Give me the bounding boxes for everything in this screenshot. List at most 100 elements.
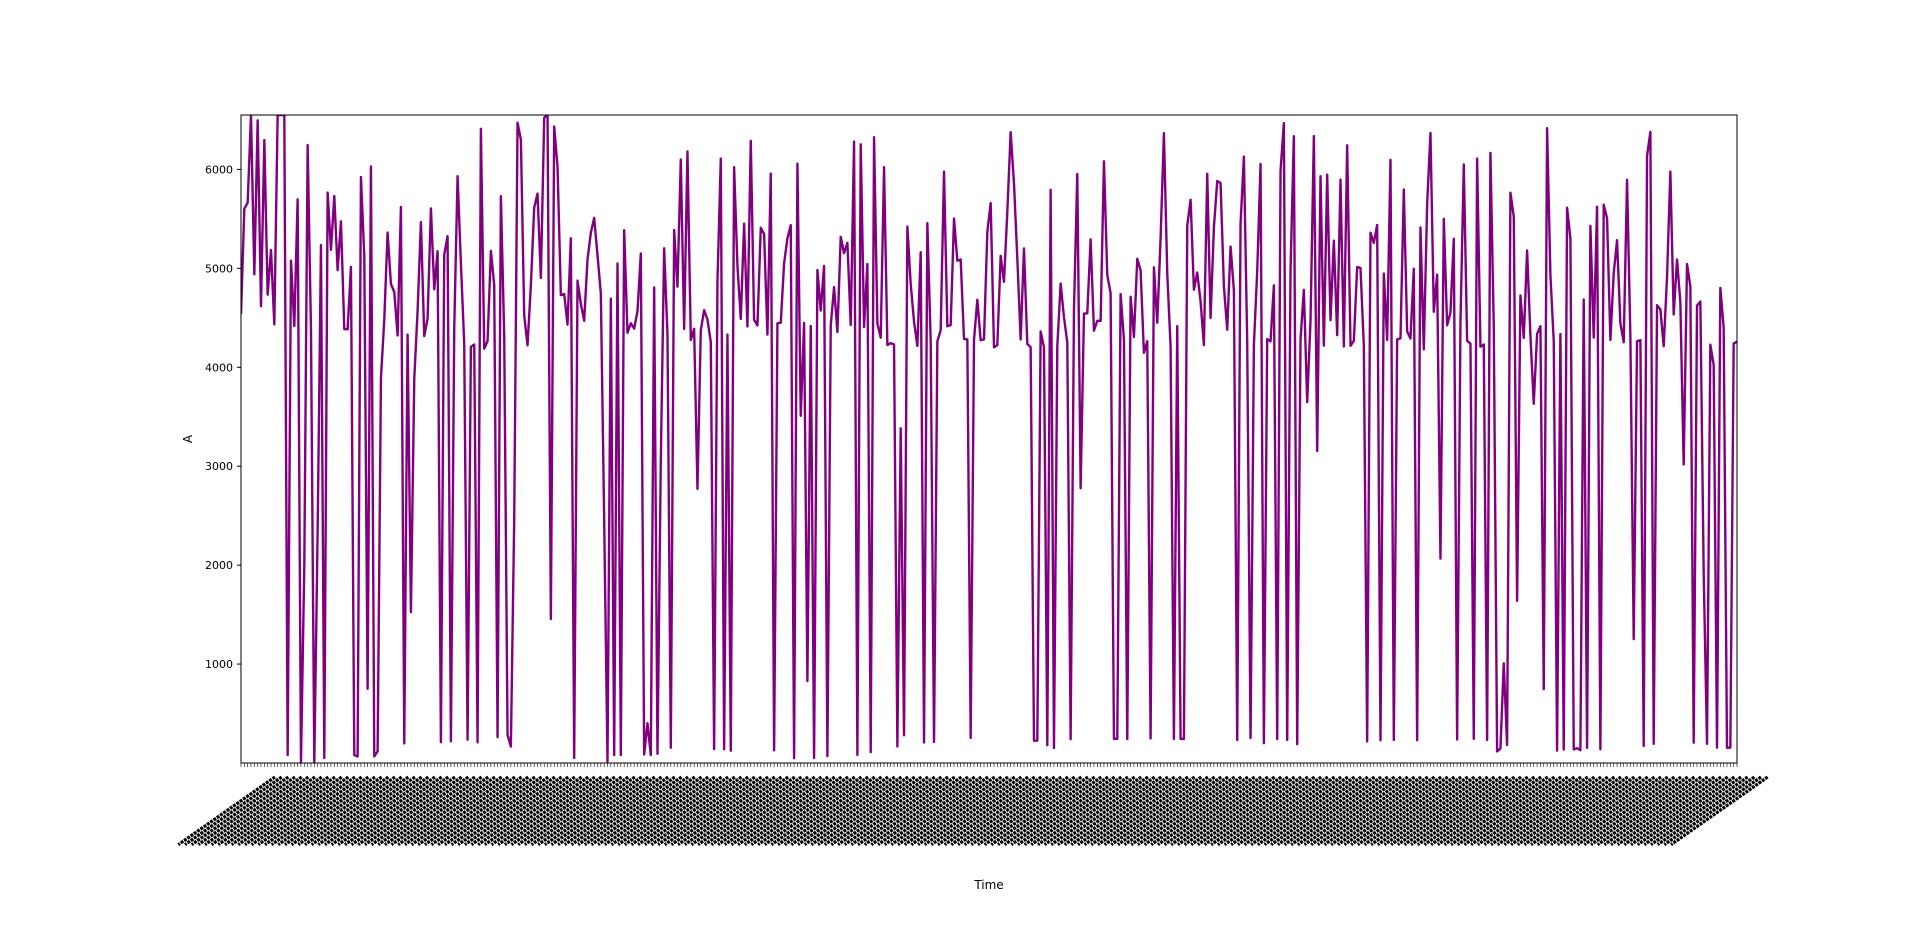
x-tick-label: [883, 775, 983, 846]
x-tick-label: [970, 775, 1069, 846]
x-tick-label: [1616, 775, 1716, 846]
x-tick-label: [583, 775, 683, 846]
x-tick-label: [1350, 775, 1449, 846]
x-tick-label: [1336, 775, 1436, 846]
x-tick-label: [577, 775, 676, 846]
y-tick-label: 5000: [205, 262, 233, 275]
x-tick-label: [1556, 775, 1656, 846]
x-tick-label: [570, 775, 670, 846]
x-tick-label: [1223, 775, 1323, 846]
x-tick-label: [1303, 775, 1403, 846]
x-tick-label: [1670, 775, 1769, 846]
x-tick-label: [857, 775, 956, 846]
x-tick-label: [963, 775, 1063, 846]
x-tick-label: [1263, 775, 1363, 846]
x-tick-label-band: [177, 775, 1769, 846]
x-tick-label: [957, 775, 1056, 846]
x-tick-label: [1576, 775, 1676, 846]
x-tick-label: [383, 775, 483, 846]
x-tick-label: [1236, 775, 1336, 846]
x-tick-label: [390, 775, 490, 846]
x-tick-label: [1017, 775, 1116, 846]
x-tick-label: [417, 775, 516, 846]
y-tick-label: 4000: [205, 361, 233, 374]
x-tick-label: [177, 775, 276, 846]
x-tick-label: [1563, 775, 1662, 846]
x-tick-label: [1403, 775, 1503, 846]
x-tick-label: [637, 775, 736, 846]
x-tick-label: [1643, 775, 1742, 846]
x-tick-label: [1250, 775, 1349, 846]
x-tick-label: [770, 775, 869, 846]
x-tick-label: [763, 775, 863, 846]
x-tick-label: [483, 775, 583, 846]
x-tick-label: [1030, 775, 1129, 846]
x-tick-label: [603, 775, 703, 846]
x-tick-label: [1057, 775, 1156, 846]
x-tick-label: [863, 775, 963, 846]
x-tick-label: [1037, 775, 1136, 846]
x-tick-label: [943, 775, 1043, 846]
x-tick-label: [990, 775, 1089, 846]
x-tick-label: [1003, 775, 1103, 846]
x-tick-label: [683, 775, 783, 846]
x-tick-label: [677, 775, 776, 846]
x-tick-label: [237, 775, 336, 846]
x-tick-label: [923, 775, 1023, 846]
x-tick-label: [517, 775, 616, 846]
x-tick-label: [357, 775, 456, 846]
x-tick-label: [1230, 775, 1329, 846]
x-tick-label: [337, 775, 436, 846]
x-tick-label: [350, 775, 450, 846]
x-tick-label: [244, 775, 343, 846]
x-tick-label: [1210, 775, 1309, 846]
x-tick-label: [1097, 775, 1196, 846]
x-tick-label: [344, 775, 443, 846]
x-tick-label: [1503, 775, 1602, 846]
x-tick-label: [743, 775, 843, 846]
y-ticks: 1000 2000 3000 4000 5000 6000: [205, 163, 241, 671]
x-tick-label: [1083, 775, 1183, 846]
x-tick-label: [1383, 775, 1483, 846]
x-tick-label: [1070, 775, 1169, 846]
x-tick-label: [1570, 775, 1669, 846]
x-tick-label: [1443, 775, 1543, 846]
x-tick-label: [497, 775, 596, 846]
x-tick-label: [1490, 775, 1589, 846]
x-tick-label: [257, 775, 356, 846]
x-tick-label: [730, 775, 830, 846]
x-tick-label: [1077, 775, 1176, 846]
x-tick-label: [403, 775, 503, 846]
x-tick-label: [1456, 775, 1556, 846]
x-tick-label: [937, 775, 1036, 846]
x-tick-label: [1610, 775, 1709, 846]
x-tick-label: [1663, 775, 1762, 846]
x-tick-label: [897, 775, 996, 846]
x-tick-label: [737, 775, 836, 846]
x-tick-label: [690, 775, 790, 846]
x-tick-label: [1543, 775, 1642, 846]
x-tick-label: [783, 775, 883, 846]
series-line: [241, 115, 1737, 763]
x-tick-label: [1583, 775, 1682, 846]
plot-frame: [240, 114, 1738, 764]
x-tick-label: [750, 775, 849, 846]
x-tick-label: [1603, 775, 1702, 846]
x-tick-label: [530, 775, 630, 846]
x-tick-label: [670, 775, 770, 846]
x-tick-label: [563, 775, 663, 846]
x-tick-label: [1110, 775, 1209, 846]
x-tick-label: [1656, 775, 1756, 846]
x-tick-label: [284, 775, 383, 846]
x-tick-label: [277, 775, 376, 846]
x-tick-label: [663, 775, 763, 846]
x-tick-label: [1323, 775, 1423, 846]
x-tick-label: [903, 775, 1003, 846]
x-tick-label: [430, 775, 530, 846]
x-tick-label: [410, 775, 510, 846]
x-tick-label: [1270, 775, 1369, 846]
x-tick-label: [264, 775, 363, 846]
x-tick-label: [623, 775, 723, 846]
x-tick-label: [1363, 775, 1463, 846]
x-tick-label: [1330, 775, 1429, 846]
